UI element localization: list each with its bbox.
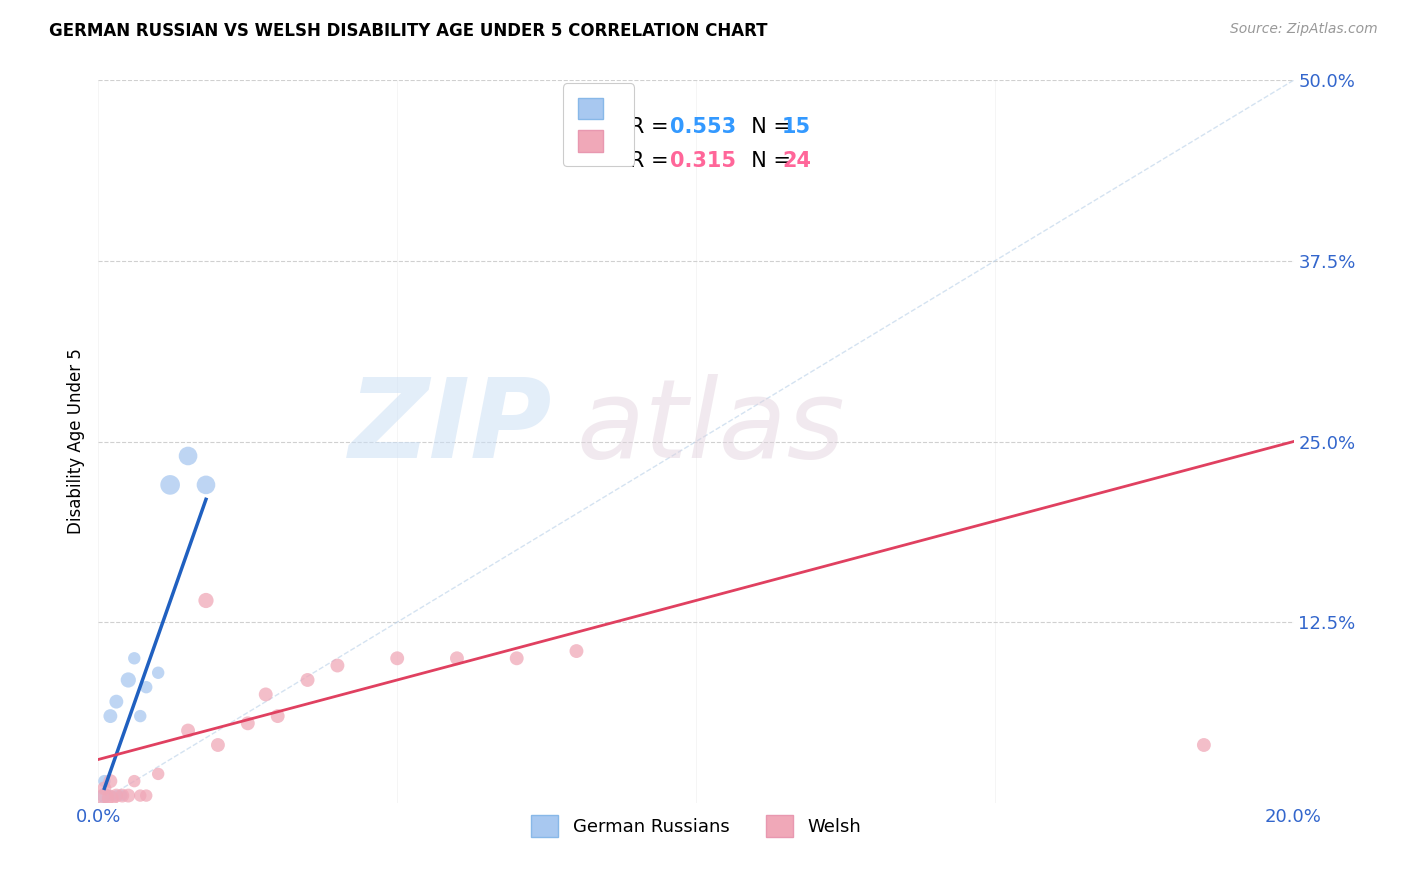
Point	[159, 478, 181, 492]
Text: 24: 24	[782, 152, 811, 171]
Text: N =: N =	[738, 117, 797, 137]
Point	[124, 774, 146, 789]
Point	[195, 478, 218, 492]
Point	[135, 789, 157, 803]
Point	[124, 651, 146, 665]
Point	[195, 593, 218, 607]
Point	[129, 789, 152, 803]
Point	[93, 791, 115, 805]
Point	[105, 789, 128, 803]
Point	[98, 709, 122, 723]
Point	[506, 651, 529, 665]
Point	[111, 789, 134, 803]
Point	[326, 658, 349, 673]
Point	[385, 651, 409, 665]
Point	[148, 665, 170, 680]
Point	[267, 709, 290, 723]
Point	[148, 767, 170, 781]
Text: 15: 15	[782, 117, 811, 137]
Point	[93, 789, 115, 803]
Point	[254, 687, 277, 701]
Point	[93, 774, 115, 789]
Point	[111, 789, 134, 803]
Text: 0.553: 0.553	[669, 117, 735, 137]
Point	[236, 716, 259, 731]
Text: 0.315: 0.315	[669, 152, 735, 171]
Point	[177, 723, 200, 738]
Text: R =: R =	[630, 117, 675, 137]
Point	[117, 673, 139, 687]
Point	[93, 781, 115, 796]
Legend: German Russians, Welsh: German Russians, Welsh	[524, 808, 868, 845]
Text: N =: N =	[738, 152, 797, 171]
Point	[105, 789, 128, 803]
Point	[446, 651, 468, 665]
Text: ZIP: ZIP	[349, 374, 553, 481]
Point	[98, 789, 122, 803]
Text: GERMAN RUSSIAN VS WELSH DISABILITY AGE UNDER 5 CORRELATION CHART: GERMAN RUSSIAN VS WELSH DISABILITY AGE U…	[49, 22, 768, 40]
Point	[297, 673, 319, 687]
Point	[135, 680, 157, 694]
Point	[98, 791, 122, 805]
Point	[105, 695, 128, 709]
Text: atlas: atlas	[576, 374, 845, 481]
Text: R =: R =	[630, 152, 675, 171]
Text: Source: ZipAtlas.com: Source: ZipAtlas.com	[1230, 22, 1378, 37]
Point	[177, 449, 200, 463]
Point	[129, 709, 152, 723]
Point	[207, 738, 229, 752]
Point	[98, 774, 122, 789]
Y-axis label: Disability Age Under 5: Disability Age Under 5	[66, 349, 84, 534]
Point	[565, 644, 588, 658]
Point	[117, 789, 139, 803]
Point	[1192, 738, 1215, 752]
